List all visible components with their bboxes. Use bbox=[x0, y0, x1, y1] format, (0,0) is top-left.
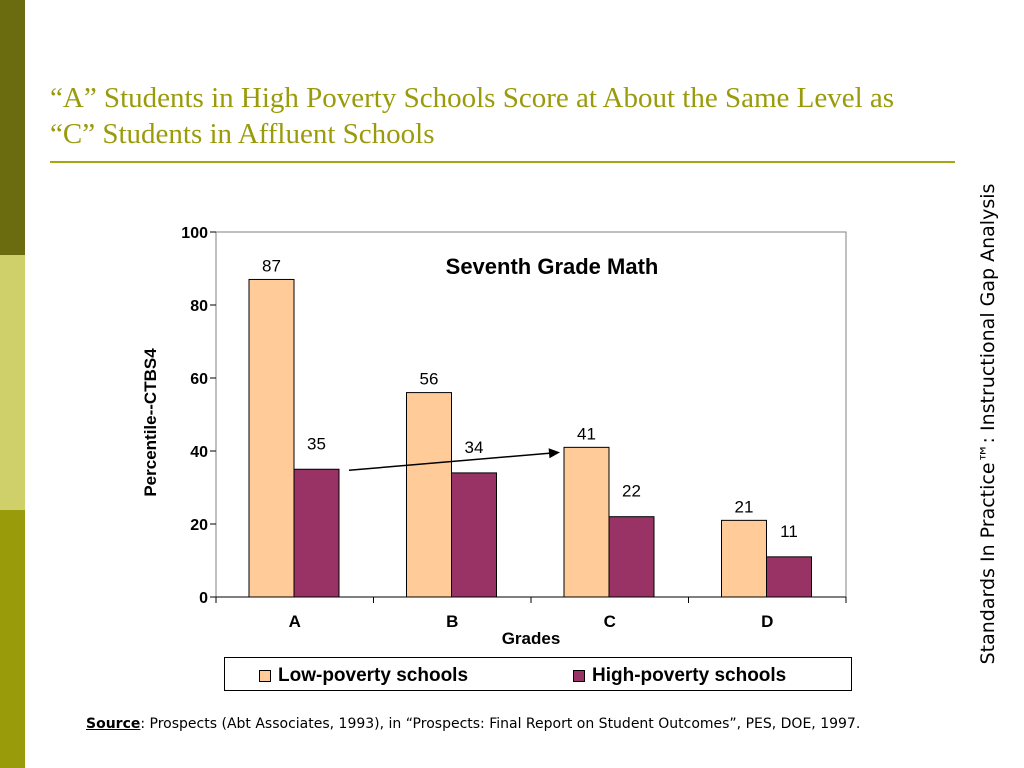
y-tick-label: 40 bbox=[190, 444, 208, 461]
data-label: 35 bbox=[307, 434, 326, 453]
legend-swatch-low-poverty bbox=[259, 670, 271, 682]
legend-label-low-poverty: Low-poverty schools bbox=[278, 665, 469, 686]
bar-a-series-2 bbox=[293, 468, 340, 598]
data-label: 21 bbox=[735, 497, 754, 516]
source-note: Source: Prospects (Abt Associates, 1993)… bbox=[86, 714, 966, 734]
x-tick-label: D bbox=[761, 612, 773, 631]
data-label: 11 bbox=[780, 522, 798, 541]
y-tick-label: 0 bbox=[199, 590, 208, 607]
slide-title-line-2: “C” Students in Affluent Schools bbox=[50, 118, 435, 150]
x-axis-label: Grades bbox=[502, 629, 561, 648]
legend-item-high-poverty: High-poverty schools bbox=[573, 665, 786, 687]
y-axis-label: Percentile--CTBS4 bbox=[141, 348, 160, 497]
source-text: : Prospects (Abt Associates, 1993), in “… bbox=[140, 716, 861, 732]
bar-b-series-1 bbox=[406, 392, 452, 598]
data-label: 34 bbox=[465, 438, 484, 457]
decorative-stripe-middle bbox=[0, 255, 25, 510]
legend-item-low-poverty: Low-poverty schools bbox=[259, 665, 468, 687]
title-divider bbox=[50, 161, 955, 163]
y-tick-label: 60 bbox=[190, 371, 208, 388]
legend-label-high-poverty: High-poverty schools bbox=[592, 665, 787, 686]
bar-d-series-2 bbox=[766, 556, 812, 598]
chart-legend: Low-poverty schools High-poverty schools bbox=[224, 657, 852, 691]
bar-d-series-1 bbox=[721, 519, 767, 598]
x-tick-label: A bbox=[289, 612, 301, 631]
bar-b-series-2 bbox=[451, 472, 497, 598]
data-label: 22 bbox=[622, 482, 641, 501]
data-label: 41 bbox=[577, 424, 596, 443]
bar-c-series-1 bbox=[563, 446, 610, 598]
x-tick-label: C bbox=[604, 612, 616, 631]
y-tick-label: 80 bbox=[190, 298, 208, 315]
data-label: 87 bbox=[262, 256, 281, 275]
bar-c-series-2 bbox=[608, 516, 655, 598]
slide-title-line-1: “A” Students in High Poverty Schools Sco… bbox=[50, 82, 895, 114]
slide-title: “A” Students in High Poverty Schools Sco… bbox=[50, 80, 1000, 152]
decorative-stripe-top bbox=[0, 0, 25, 255]
annotation-arrow-head bbox=[548, 448, 560, 459]
chart-title: Seventh Grade Math bbox=[446, 254, 659, 279]
x-tick-label: B bbox=[446, 612, 458, 631]
source-label: Source bbox=[86, 716, 141, 732]
decorative-stripe-bottom bbox=[0, 510, 25, 768]
annotation-arrow-line bbox=[348, 452, 553, 471]
legend-swatch-high-poverty bbox=[573, 670, 585, 682]
y-tick-label: 20 bbox=[190, 517, 208, 534]
bar-a-series-1 bbox=[248, 278, 295, 598]
data-label: 56 bbox=[420, 370, 439, 389]
y-tick-label: 100 bbox=[181, 225, 208, 242]
